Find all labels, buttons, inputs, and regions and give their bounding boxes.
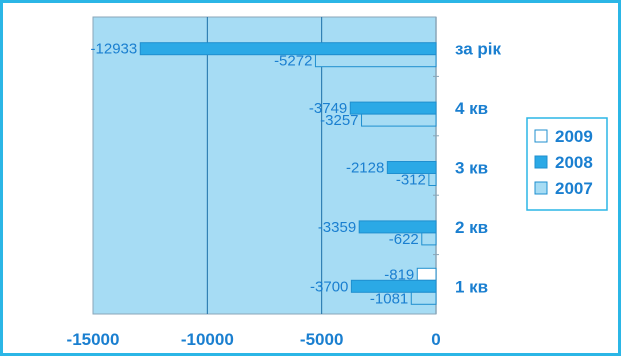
bar-2007	[361, 113, 437, 127]
data-label-2008: -12933	[91, 41, 138, 58]
bar-2007	[410, 291, 437, 305]
legend-label-2008: 2008	[555, 153, 593, 172]
bar-2008	[386, 161, 437, 174]
legend-swatch-2009	[534, 129, 548, 143]
data-label-2007: -1081	[370, 290, 408, 307]
bar-2009	[416, 267, 437, 281]
legend-swatch-2007	[534, 181, 548, 195]
data-label-2008: -3749	[309, 100, 347, 117]
legend-label-2009: 2009	[555, 127, 593, 146]
x-tick-label: -5000	[300, 330, 343, 349]
legend-swatch-2008	[534, 155, 548, 169]
bar-2007	[428, 173, 437, 186]
bar-2008	[349, 101, 437, 115]
data-label-2008: -3700	[310, 278, 348, 295]
category-label: 1 кв	[455, 277, 488, 296]
category-label: 3 кв	[455, 159, 488, 178]
x-tick-label: -10000	[181, 330, 234, 349]
data-label-2008: -2128	[346, 160, 384, 177]
legend-label-2007: 2007	[555, 179, 593, 198]
bar-2007	[421, 232, 437, 246]
data-label-2007: -3257	[320, 112, 358, 129]
category-label: за рік	[455, 40, 502, 59]
bar-2008	[350, 279, 437, 293]
data-label-2007: -5272	[274, 53, 312, 70]
category-label: 4 кв	[455, 99, 488, 118]
data-label-2009: -819	[384, 266, 414, 283]
bar-2008	[139, 42, 437, 56]
bar-2008	[358, 220, 437, 234]
x-tick-label: 0	[431, 330, 440, 349]
data-label-2007: -312	[396, 172, 426, 189]
x-tick-label: -15000	[67, 330, 120, 349]
data-label-2008: -3359	[318, 219, 356, 236]
data-label-2007: -622	[389, 231, 419, 248]
category-label: 2 кв	[455, 218, 488, 237]
bar-2007	[314, 54, 437, 68]
